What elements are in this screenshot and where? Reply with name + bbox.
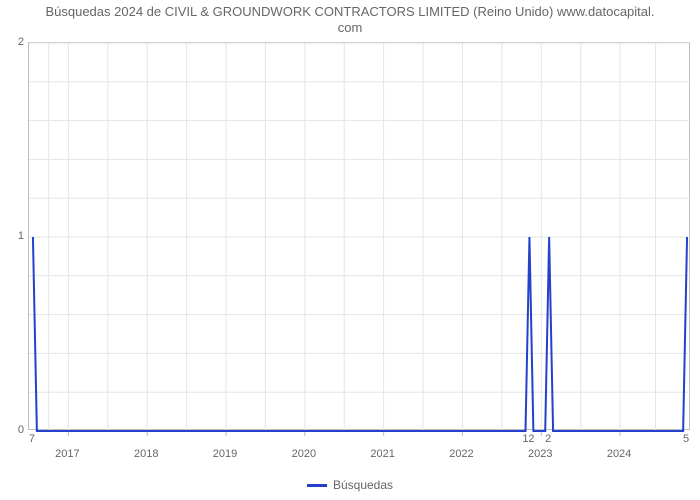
chart-svg [29,43,691,431]
plot-area [28,42,690,430]
data-point-label: 12 [522,433,534,445]
x-axis-tick-label: 2018 [134,448,158,460]
x-axis-tick-label: 2020 [292,448,316,460]
x-axis-tick-label: 2019 [213,448,237,460]
x-axis-tick-label: 2024 [607,448,631,460]
y-axis-tick-label: 2 [10,36,24,48]
x-axis-tick-label: 2022 [449,448,473,460]
data-point-label: 7 [29,433,35,445]
x-axis-tick-label: 2023 [528,448,552,460]
chart-container: Búsquedas 2024 de CIVIL & GROUNDWORK CON… [0,0,700,500]
chart-title: Búsquedas 2024 de CIVIL & GROUNDWORK CON… [0,4,700,37]
data-point-label: 5 [683,433,689,445]
legend: Búsquedas [0,478,700,492]
y-axis-tick-label: 0 [10,424,24,436]
x-axis-tick-label: 2017 [55,448,79,460]
x-axis-tick-label: 2021 [370,448,394,460]
legend-label: Búsquedas [333,478,393,492]
series-line [33,237,687,431]
legend-swatch [307,484,327,487]
data-point-label: 2 [545,433,551,445]
y-axis-tick-label: 1 [10,230,24,242]
